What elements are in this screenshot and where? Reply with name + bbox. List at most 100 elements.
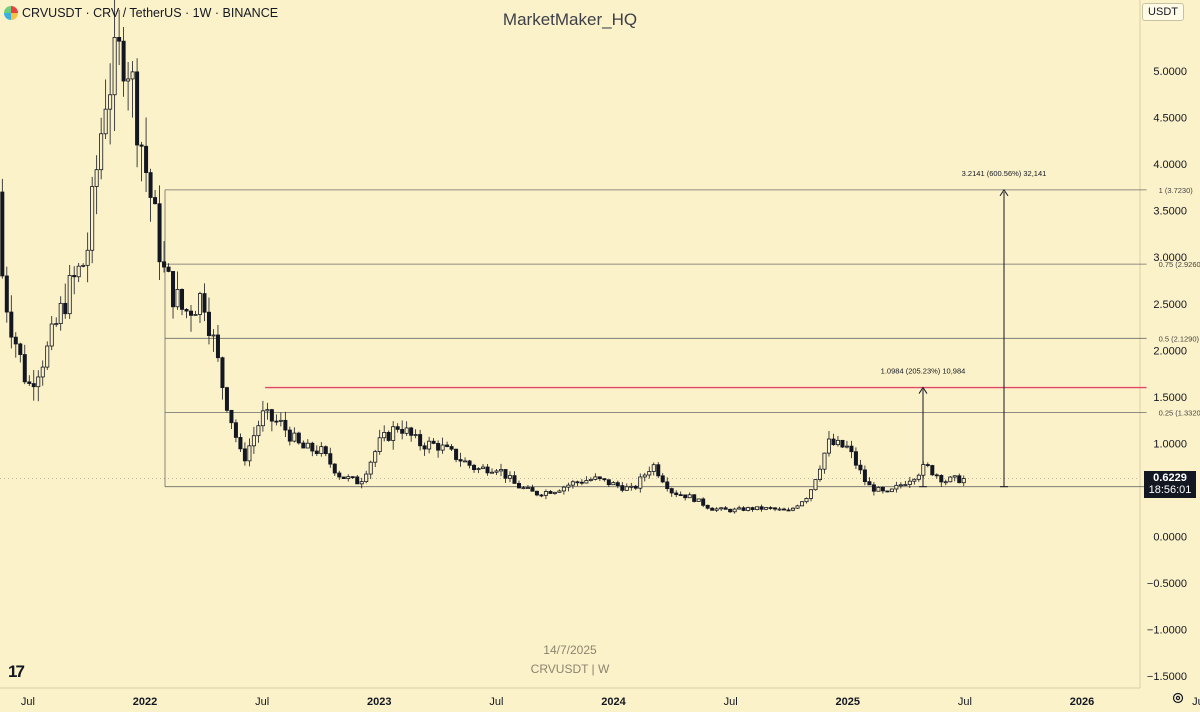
y-tick-label: 2.5000 [1153,299,1187,311]
candle-body [692,494,697,502]
candle-body [611,482,616,486]
candle-body [413,434,418,436]
candle-body [719,507,724,510]
candle-body [499,469,504,472]
candle-body [328,453,333,465]
x-tick-label: 2025 [836,696,860,708]
candle-body [490,471,495,474]
candle-body [409,427,414,436]
candle-body [853,451,858,466]
crv-coin-icon [4,6,18,20]
candle-body [76,265,81,278]
symbol-header[interactable]: CRVUSDT · CRV / TetherUS · 1W · BINANCE [4,4,278,22]
candles-group [0,0,966,514]
candle-body [373,451,378,463]
x-tick-label: Jul [958,696,972,708]
candle-body [99,133,104,171]
candle-body [889,488,894,493]
candle-body [337,472,342,478]
x-tick-label: 2022 [133,696,157,708]
candle-body [530,487,535,492]
candle-body [175,288,180,308]
candle-body [737,507,742,510]
candle-body [166,266,171,272]
measure-arrow-head [918,386,928,394]
candle-body [144,145,149,173]
y-tick-label: −0.5000 [1147,578,1187,590]
candle-body [256,425,261,437]
candle-body [0,191,5,277]
candle-body [431,440,436,444]
candle-body [310,442,315,452]
measure-arrow-head [999,188,1009,197]
candle-body [22,354,27,383]
candle-body [180,288,185,310]
currency-button[interactable]: USDT [1142,3,1184,21]
candle-body [835,439,840,446]
x-tick-label: 2026 [1070,696,1094,708]
candle-body [242,448,247,462]
candle-body [795,505,800,509]
candle-body [723,507,728,510]
candle-body [678,494,683,497]
candle-body [13,336,18,345]
candle-body [364,473,369,483]
candle-body [445,444,450,447]
candle-body [481,466,486,469]
candle-body [395,426,400,430]
candle-body [822,452,827,470]
candle-body [894,484,899,490]
candle-body [220,357,225,389]
candle-body [791,507,796,511]
candle-body [651,464,656,472]
fib-level-label: 1 (3.7230) [1159,186,1194,195]
candle-body [539,494,544,497]
candle-body [741,507,746,511]
candle-body [660,475,665,483]
candle-body [849,445,854,453]
candle-body [494,470,499,473]
candle-body [907,480,912,485]
candle-body [323,446,328,455]
x-tick-label: Jul [21,696,35,708]
candle-body [624,486,629,491]
x-tick-label: Jul [724,696,738,708]
candle-body [525,487,530,489]
candle-body [332,463,337,474]
candle-body [755,506,760,510]
candle-body [548,491,553,494]
candle-body [750,507,755,510]
candle-body [121,40,126,82]
last-price: 0.6229 [1153,472,1187,484]
watermark-symbol: CRVUSDT | W [530,662,610,676]
candle-body [930,465,935,476]
candle-body [463,460,468,463]
candle-body [49,323,54,347]
candle-body [265,409,270,412]
candle-body [233,422,238,438]
candle-body [171,271,176,308]
symbol-info: CRVUSDT · CRV / TetherUS · 1W · BINANCE [22,6,279,20]
candle-body [278,419,283,422]
candle-body [422,445,427,450]
candle-body [687,494,692,499]
candle-body [844,445,849,448]
settings-gear-icon[interactable] [1172,692,1184,704]
candle-body [229,409,234,424]
y-tick-label: 0.0000 [1153,532,1187,544]
author-watermark: MarketMaker_HQ [502,10,638,29]
y-tick-label: 1.0000 [1153,438,1187,450]
candle-body [449,446,454,450]
tradingview-logo-icon[interactable]: 17 [8,662,25,681]
candle-body [130,71,135,80]
candle-body [570,481,575,486]
candle-body [108,94,113,110]
candle-body [813,479,818,491]
candle-body [292,432,297,442]
candle-body [521,487,526,490]
last-price-tag: 0.6229 18:56:01 [1144,471,1196,498]
candle-body [215,334,220,359]
candle-body [557,490,562,493]
candle-body [427,440,432,450]
